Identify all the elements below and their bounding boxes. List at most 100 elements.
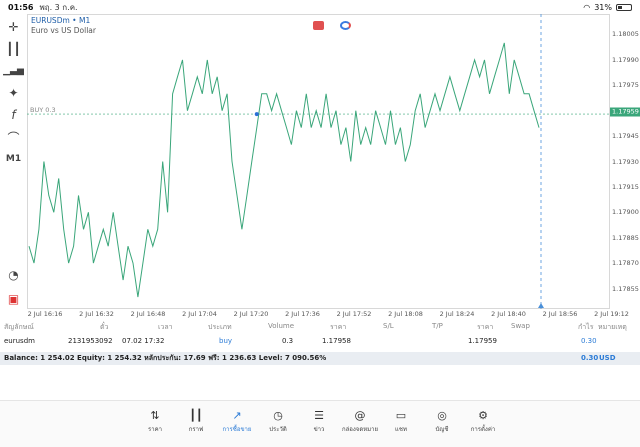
balance-text: Balance: 1 254.02 Equity: 1 254.32 หลักป…	[4, 354, 327, 362]
positions-header: สัญลักษณ์ ตั๋ว เวลา ประเภท Volume ราคา S/L T/P ร…	[0, 322, 640, 334]
time-cursor-marker[interactable]	[538, 303, 544, 308]
time-tick-label: 2 Jul 18:40	[491, 310, 526, 318]
nav-item[interactable]: ◎ บัญชี	[420, 408, 464, 434]
nav-item-label: บัญชี	[435, 426, 449, 433]
price-tick-label: 1.17870	[612, 259, 639, 268]
symbol-name: EURUSDm	[31, 16, 70, 25]
time-tick-label: 2 Jul 18:56	[542, 310, 578, 318]
time-axis: 2 Jul 16:16 2 Jul 16:32 2 Jul 16:48 2 Jul 1…	[27, 309, 629, 319]
price-tick-label: 1.17855	[612, 284, 639, 293]
timeframe-button[interactable]: M1	[5, 154, 22, 164]
nav-item-label: การซื้อขาย	[222, 426, 252, 433]
total-profit: 0.30	[581, 354, 599, 362]
battery-percent: 31%	[594, 2, 612, 12]
news-icon: ☰	[314, 409, 324, 422]
indicators-icon[interactable]: ▁▃▅	[3, 66, 24, 76]
nav-item[interactable]: ⚙ การตั้งค่า	[461, 408, 505, 434]
column-header[interactable]: S/L	[383, 322, 394, 330]
crosshair-icon[interactable]: ✛	[8, 20, 19, 34]
time-tick-label: 2 Jul 17:36	[285, 310, 320, 318]
function-icon[interactable]: f	[11, 108, 16, 122]
settings-icon: ⚙	[478, 409, 488, 422]
price-chart[interactable]: BUY 0.3	[27, 14, 610, 309]
nav-item[interactable]: @ กล่องจดหมาย	[338, 408, 382, 434]
nav-item[interactable]: ◷ ประวัติ	[256, 408, 300, 434]
time-tick-label: 2 Jul 19:12	[594, 310, 629, 318]
symbol-timeframe: • M1	[72, 16, 91, 25]
position-profit: 0.30	[581, 337, 597, 345]
position-volume: 0.3	[282, 337, 294, 345]
nav-item[interactable]: ┃┃ กราฟ	[174, 408, 218, 434]
nav-item[interactable]: ☰ ข่าว	[297, 408, 341, 434]
position-time: 07.02 17:32	[122, 337, 165, 345]
nav-item-label: ราคา	[148, 426, 162, 433]
one-click-sell-icon[interactable]	[313, 21, 324, 30]
chat-icon: ▭	[395, 409, 407, 422]
time-tick-label: 2 Jul 17:20	[233, 310, 269, 318]
arrows-updown-icon: ⇅	[150, 409, 160, 422]
time-tick-label: 2 Jul 18:24	[439, 310, 475, 318]
symbol-info: EURUSDm • M1 Euro vs US Dollar	[31, 16, 96, 35]
nav-item[interactable]: ▭ แชท	[379, 408, 423, 434]
at-icon: @	[354, 409, 366, 422]
trade-level-icon[interactable]: ◔	[8, 268, 19, 282]
time-tick-label: 2 Jul 16:16	[27, 310, 63, 318]
price-tick-label: 1.18005	[612, 30, 639, 39]
nav-item-label: ประวัติ	[269, 426, 287, 433]
position-row[interactable]: eurusdm 2131953092 07.02 17:32 buy 0.3 1…	[0, 337, 640, 350]
price-tick-label: 1.17930	[612, 157, 639, 166]
nav-item-label: การตั้งค่า	[470, 426, 496, 433]
nav-item-label: แชท	[395, 426, 407, 433]
entry-point-marker	[254, 112, 259, 117]
nav-item-label: กราฟ	[188, 426, 204, 433]
wifi-icon: ◠	[583, 2, 591, 12]
price-tick-label: 1.17990	[612, 55, 639, 64]
price-tick-label: 1.17885	[612, 233, 639, 242]
status-date: พฤ. 3 ก.ค.	[39, 2, 78, 12]
account-icon: ◎	[437, 409, 447, 422]
objects-icon[interactable]: ✦	[8, 86, 19, 100]
price-tick-label: 1.17900	[612, 208, 639, 217]
time-tick-label: 2 Jul 17:04	[182, 310, 217, 318]
time-tick-label: 2 Jul 16:48	[130, 310, 166, 318]
price-tick-label: 1.17945	[612, 132, 639, 141]
one-click-buy-icon[interactable]	[340, 21, 351, 30]
one-click-trading-icon[interactable]: ▣	[7, 292, 20, 306]
shapes-icon[interactable]: ⌒	[7, 130, 20, 145]
price-tick-label: 1.17915	[612, 182, 639, 191]
price-axis: 1.18005 1.17990 1.17975 1.17959 1.17945 1.179…	[610, 14, 640, 309]
chart-frame	[27, 14, 610, 309]
nav-item-label: กล่องจดหมาย	[341, 426, 379, 433]
column-header[interactable]: ราคา	[330, 323, 347, 331]
price-line	[28, 42, 540, 298]
column-header[interactable]: Swap	[511, 322, 530, 330]
nav-item[interactable]: ⇅ ราคา	[133, 408, 177, 434]
column-header[interactable]: หมายเหตุ	[598, 323, 627, 331]
chart-toolbar: ✛ ┃┃ ▁▃▅ ✦ f ⌒ M1 ◔ ▣	[0, 14, 27, 314]
symbol-description: Euro vs US Dollar	[31, 26, 96, 35]
candles-icon: ┃┃	[189, 409, 203, 422]
time-tick-label: 2 Jul 17:52	[336, 310, 372, 318]
column-header[interactable]: T/P	[432, 322, 443, 330]
column-header[interactable]: กำไร	[578, 323, 594, 331]
status-right: ◠ 31%	[583, 3, 632, 12]
position-ticket: 2131953092	[68, 337, 113, 345]
position-symbol: eurusdm	[4, 337, 35, 345]
trade-chart-icon: ↗	[232, 409, 242, 422]
chart-canvas: BUY 0.3	[27, 14, 610, 309]
nav-item[interactable]: ↗ การซื้อขาย	[215, 408, 259, 434]
column-header[interactable]: Volume	[268, 322, 295, 330]
column-header[interactable]: ประเภท	[208, 323, 232, 331]
status-bar: 01:56 พฤ. 3 ก.ค. ◠ 31%	[0, 0, 640, 14]
buy-line-label: BUY 0.3	[30, 106, 56, 114]
account-summary: Balance: 1 254.02 Equity: 1 254.32 หลักป…	[0, 352, 640, 365]
column-header[interactable]: เวลา	[158, 323, 173, 331]
account-currency: USD	[599, 354, 616, 362]
candles-icon[interactable]: ┃┃	[6, 42, 21, 56]
column-header[interactable]: ตั๋ว	[100, 323, 109, 331]
column-header[interactable]: ราคา	[477, 323, 494, 331]
bottom-nav: ⇅ ราคา ┃┃ กราฟ ↗ การซื้อขาย ◷ ประวัติ ☰ ข่าว @ กล่อ…	[0, 400, 640, 447]
time-tick-label: 2 Jul 16:32	[79, 310, 114, 318]
column-header[interactable]: สัญลักษณ์	[4, 323, 34, 331]
current-price-tag: 1.17959	[610, 107, 640, 117]
